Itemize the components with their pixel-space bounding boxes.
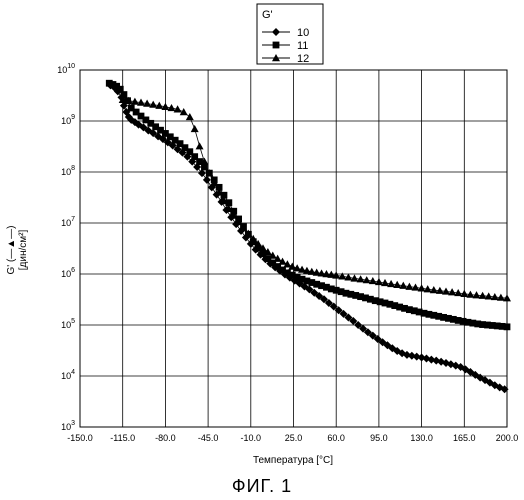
y-axis-title-line1: G' (—▲—) bbox=[6, 225, 17, 274]
legend: G' 101112 bbox=[257, 4, 323, 65]
x-tick-label: 25.0 bbox=[285, 433, 303, 443]
x-tick-label: -45.0 bbox=[198, 433, 219, 443]
series-layer bbox=[106, 80, 511, 393]
series-10 bbox=[107, 81, 509, 393]
x-tick-label: 60.0 bbox=[327, 433, 345, 443]
y-tick-label: 106 bbox=[61, 267, 75, 279]
series-12 bbox=[119, 96, 511, 302]
y-tick-labels: 103 104 105 106 107 108 109 1010 bbox=[57, 63, 75, 432]
legend-title: G' bbox=[262, 9, 273, 21]
y-tick-label: 109 bbox=[61, 114, 75, 126]
legend-entry-label: 11 bbox=[297, 40, 308, 52]
data-point-diamond bbox=[203, 176, 211, 184]
legend-entry-label: 10 bbox=[297, 27, 309, 39]
chart: G' 101112 -150.0 -115.0 -80.0 -45.0 -10.0 25.… bbox=[0, 0, 524, 470]
x-tick-label: -80.0 bbox=[155, 433, 176, 443]
x-tick-label: 165.0 bbox=[453, 433, 476, 443]
x-tick-label: -10.0 bbox=[241, 433, 262, 443]
legend-marker-square bbox=[273, 42, 280, 49]
y-tick-label: 105 bbox=[61, 318, 75, 330]
figure-caption: ФИГ. 1 bbox=[0, 476, 524, 497]
y-tick-label: 108 bbox=[61, 165, 75, 177]
y-tick-label: 104 bbox=[61, 369, 75, 381]
data-point-square bbox=[504, 323, 511, 330]
data-point-triangle bbox=[191, 125, 199, 132]
x-tick-label: -150.0 bbox=[67, 433, 93, 443]
legend-entry-label: 12 bbox=[297, 53, 309, 65]
x-tick-label: 130.0 bbox=[410, 433, 433, 443]
x-axis-title: Температура [°C] bbox=[253, 455, 333, 466]
x-tick-label: 95.0 bbox=[370, 433, 388, 443]
x-tick-label: -115.0 bbox=[110, 433, 135, 443]
grid bbox=[80, 70, 507, 427]
y-tick-label: 103 bbox=[61, 420, 75, 432]
series-line-10 bbox=[111, 85, 505, 389]
x-tick-label: 200.0 bbox=[496, 433, 519, 443]
data-point-triangle bbox=[196, 142, 204, 149]
y-tick-label: 107 bbox=[61, 216, 75, 228]
y-tick-label: 1010 bbox=[57, 63, 75, 75]
data-point-square bbox=[121, 91, 128, 98]
series-line-12 bbox=[123, 100, 507, 298]
y-axis-title-line2: [дин/см²] bbox=[18, 230, 29, 271]
x-tick-labels: -150.0 -115.0 -80.0 -45.0 -10.0 25.0 60.0 95.0 1… bbox=[67, 433, 518, 443]
